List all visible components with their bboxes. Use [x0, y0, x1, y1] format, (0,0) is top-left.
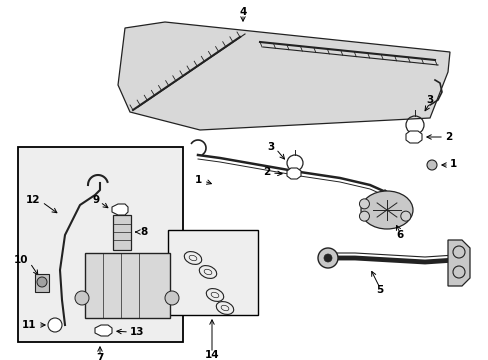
Circle shape: [164, 291, 179, 305]
Text: 5: 5: [376, 285, 383, 295]
Text: 3: 3: [426, 95, 433, 105]
Bar: [113, 215, 131, 250]
Polygon shape: [405, 131, 421, 143]
Polygon shape: [95, 325, 112, 336]
Ellipse shape: [360, 191, 412, 229]
Circle shape: [317, 248, 337, 268]
Text: 10: 10: [14, 255, 28, 265]
Text: 9: 9: [93, 195, 100, 205]
Text: 8: 8: [140, 227, 147, 237]
Text: 12: 12: [25, 195, 40, 205]
Bar: [168, 230, 258, 315]
Polygon shape: [118, 22, 449, 130]
Text: 2: 2: [262, 167, 269, 177]
Bar: [85, 253, 170, 318]
Text: 13: 13: [130, 327, 144, 337]
Circle shape: [359, 199, 369, 209]
Text: 6: 6: [396, 230, 403, 240]
Polygon shape: [112, 204, 128, 215]
Polygon shape: [447, 240, 469, 286]
Text: 4: 4: [239, 7, 246, 17]
Text: 2: 2: [444, 132, 451, 142]
Circle shape: [426, 160, 436, 170]
Circle shape: [324, 254, 331, 262]
Polygon shape: [286, 168, 301, 179]
Circle shape: [37, 277, 47, 287]
Circle shape: [359, 211, 369, 221]
Text: 7: 7: [96, 353, 103, 360]
Text: 1: 1: [449, 159, 456, 169]
Text: 1: 1: [194, 175, 202, 185]
Circle shape: [400, 211, 410, 221]
Bar: [18, 147, 183, 342]
Text: 3: 3: [267, 142, 274, 152]
Circle shape: [75, 291, 89, 305]
Bar: [35, 274, 49, 292]
Text: 14: 14: [204, 350, 219, 360]
Text: 11: 11: [21, 320, 36, 330]
Circle shape: [48, 318, 62, 332]
